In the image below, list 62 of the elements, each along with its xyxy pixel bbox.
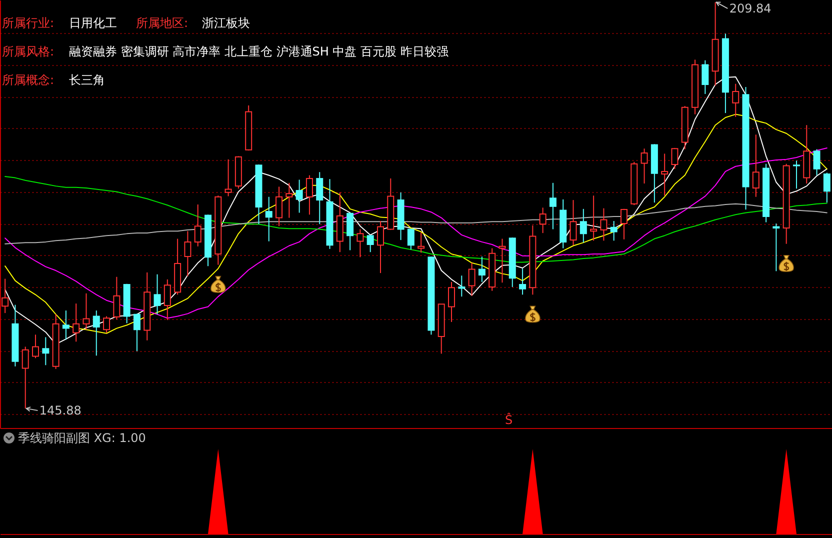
annotation: 所属概念:	[2, 73, 54, 87]
candlestick	[346, 212, 354, 251]
candlestick	[42, 336, 50, 366]
candlestick	[702, 60, 709, 94]
candlestick	[640, 148, 648, 184]
candlestick	[671, 147, 678, 170]
candlestick	[316, 172, 324, 225]
candlestick	[752, 134, 760, 198]
candlestick	[376, 220, 384, 274]
candlestick	[154, 274, 161, 315]
candlestick	[620, 208, 628, 240]
candlestick	[549, 182, 556, 230]
candlestick	[133, 313, 140, 352]
candlestick	[265, 196, 272, 242]
candlestick	[539, 207, 546, 234]
candlestick	[82, 292, 90, 330]
candlestick	[792, 160, 800, 190]
annotation: 209.84	[729, 1, 772, 16]
candlestick	[478, 256, 486, 282]
candlestick	[823, 172, 830, 204]
candlestick	[356, 228, 364, 258]
candlestick	[164, 278, 171, 321]
candlestick	[448, 281, 456, 322]
annotation: 145.88	[39, 403, 82, 418]
candlestick	[732, 83, 740, 118]
candlestick	[62, 310, 70, 340]
candlestick	[286, 182, 293, 218]
candlestick	[103, 316, 110, 334]
candlestick	[498, 238, 506, 284]
candlestick	[590, 195, 598, 242]
candlestick	[32, 334, 40, 359]
annotation: Ŝ	[505, 412, 513, 427]
candlestick	[418, 232, 425, 254]
candlestick	[72, 303, 80, 342]
candlestick	[813, 148, 820, 176]
candlestick	[184, 230, 192, 277]
candlestick	[194, 204, 202, 247]
chart-title: 季线骑阳副图 XG: 1.00	[18, 431, 146, 445]
annotation: 所属地区:	[136, 16, 188, 30]
candlestick	[600, 208, 608, 242]
annotation: 日用化工	[69, 16, 117, 30]
candlestick	[772, 223, 780, 272]
candlestick	[519, 268, 526, 296]
candlestick	[570, 200, 577, 246]
candlestick	[306, 174, 313, 216]
candlestick	[92, 310, 100, 356]
candlestick	[276, 186, 283, 227]
annotation: 浙江板块	[202, 16, 250, 30]
candlestick	[296, 179, 303, 214]
candlestick	[580, 208, 587, 244]
annotation: 所属风格:	[2, 44, 54, 58]
annotation: 长三角	[69, 73, 105, 87]
candlestick	[468, 262, 476, 296]
candlestick	[458, 275, 466, 298]
annotation: 所属行业:	[2, 16, 54, 30]
candlestick	[113, 276, 120, 320]
candlestick	[610, 220, 618, 242]
annotation: 融资融券 密集调研 高市净率 北上重仓 沪港通SH 中盘 百元股 昨日较强	[69, 44, 448, 58]
candlestick	[366, 234, 374, 253]
candlestick	[224, 158, 232, 197]
candlestick	[407, 228, 414, 250]
candlestick	[661, 153, 668, 196]
